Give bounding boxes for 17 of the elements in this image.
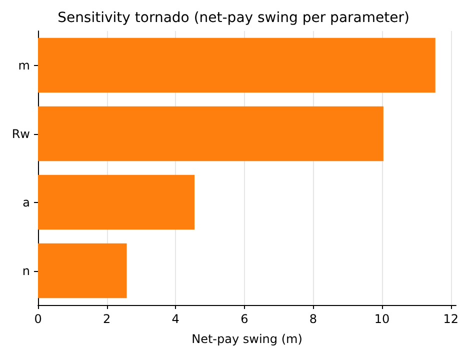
chart-title: Sensitivity tornado (net-pay swing per parameter): [58, 10, 410, 26]
y-tick-label: m: [18, 58, 30, 72]
x-tick-label: 2: [102, 312, 111, 326]
x-tick-label: 6: [240, 312, 248, 326]
y-tick-label: a: [22, 195, 30, 210]
x-tick-label: 4: [172, 312, 180, 326]
bar: [38, 106, 384, 162]
x-axis-title: Net-pay swing (m): [192, 332, 302, 346]
x-tick-label: 0: [34, 312, 42, 326]
x-tick-label: 12: [443, 312, 458, 326]
bar: [38, 38, 436, 93]
x-tick-label: 8: [309, 312, 318, 326]
bar: [38, 174, 195, 230]
y-tick-label: Rw: [12, 126, 30, 141]
x-tick-label: 10: [374, 312, 390, 326]
bar: [38, 243, 127, 298]
y-tick-label: n: [22, 264, 30, 278]
